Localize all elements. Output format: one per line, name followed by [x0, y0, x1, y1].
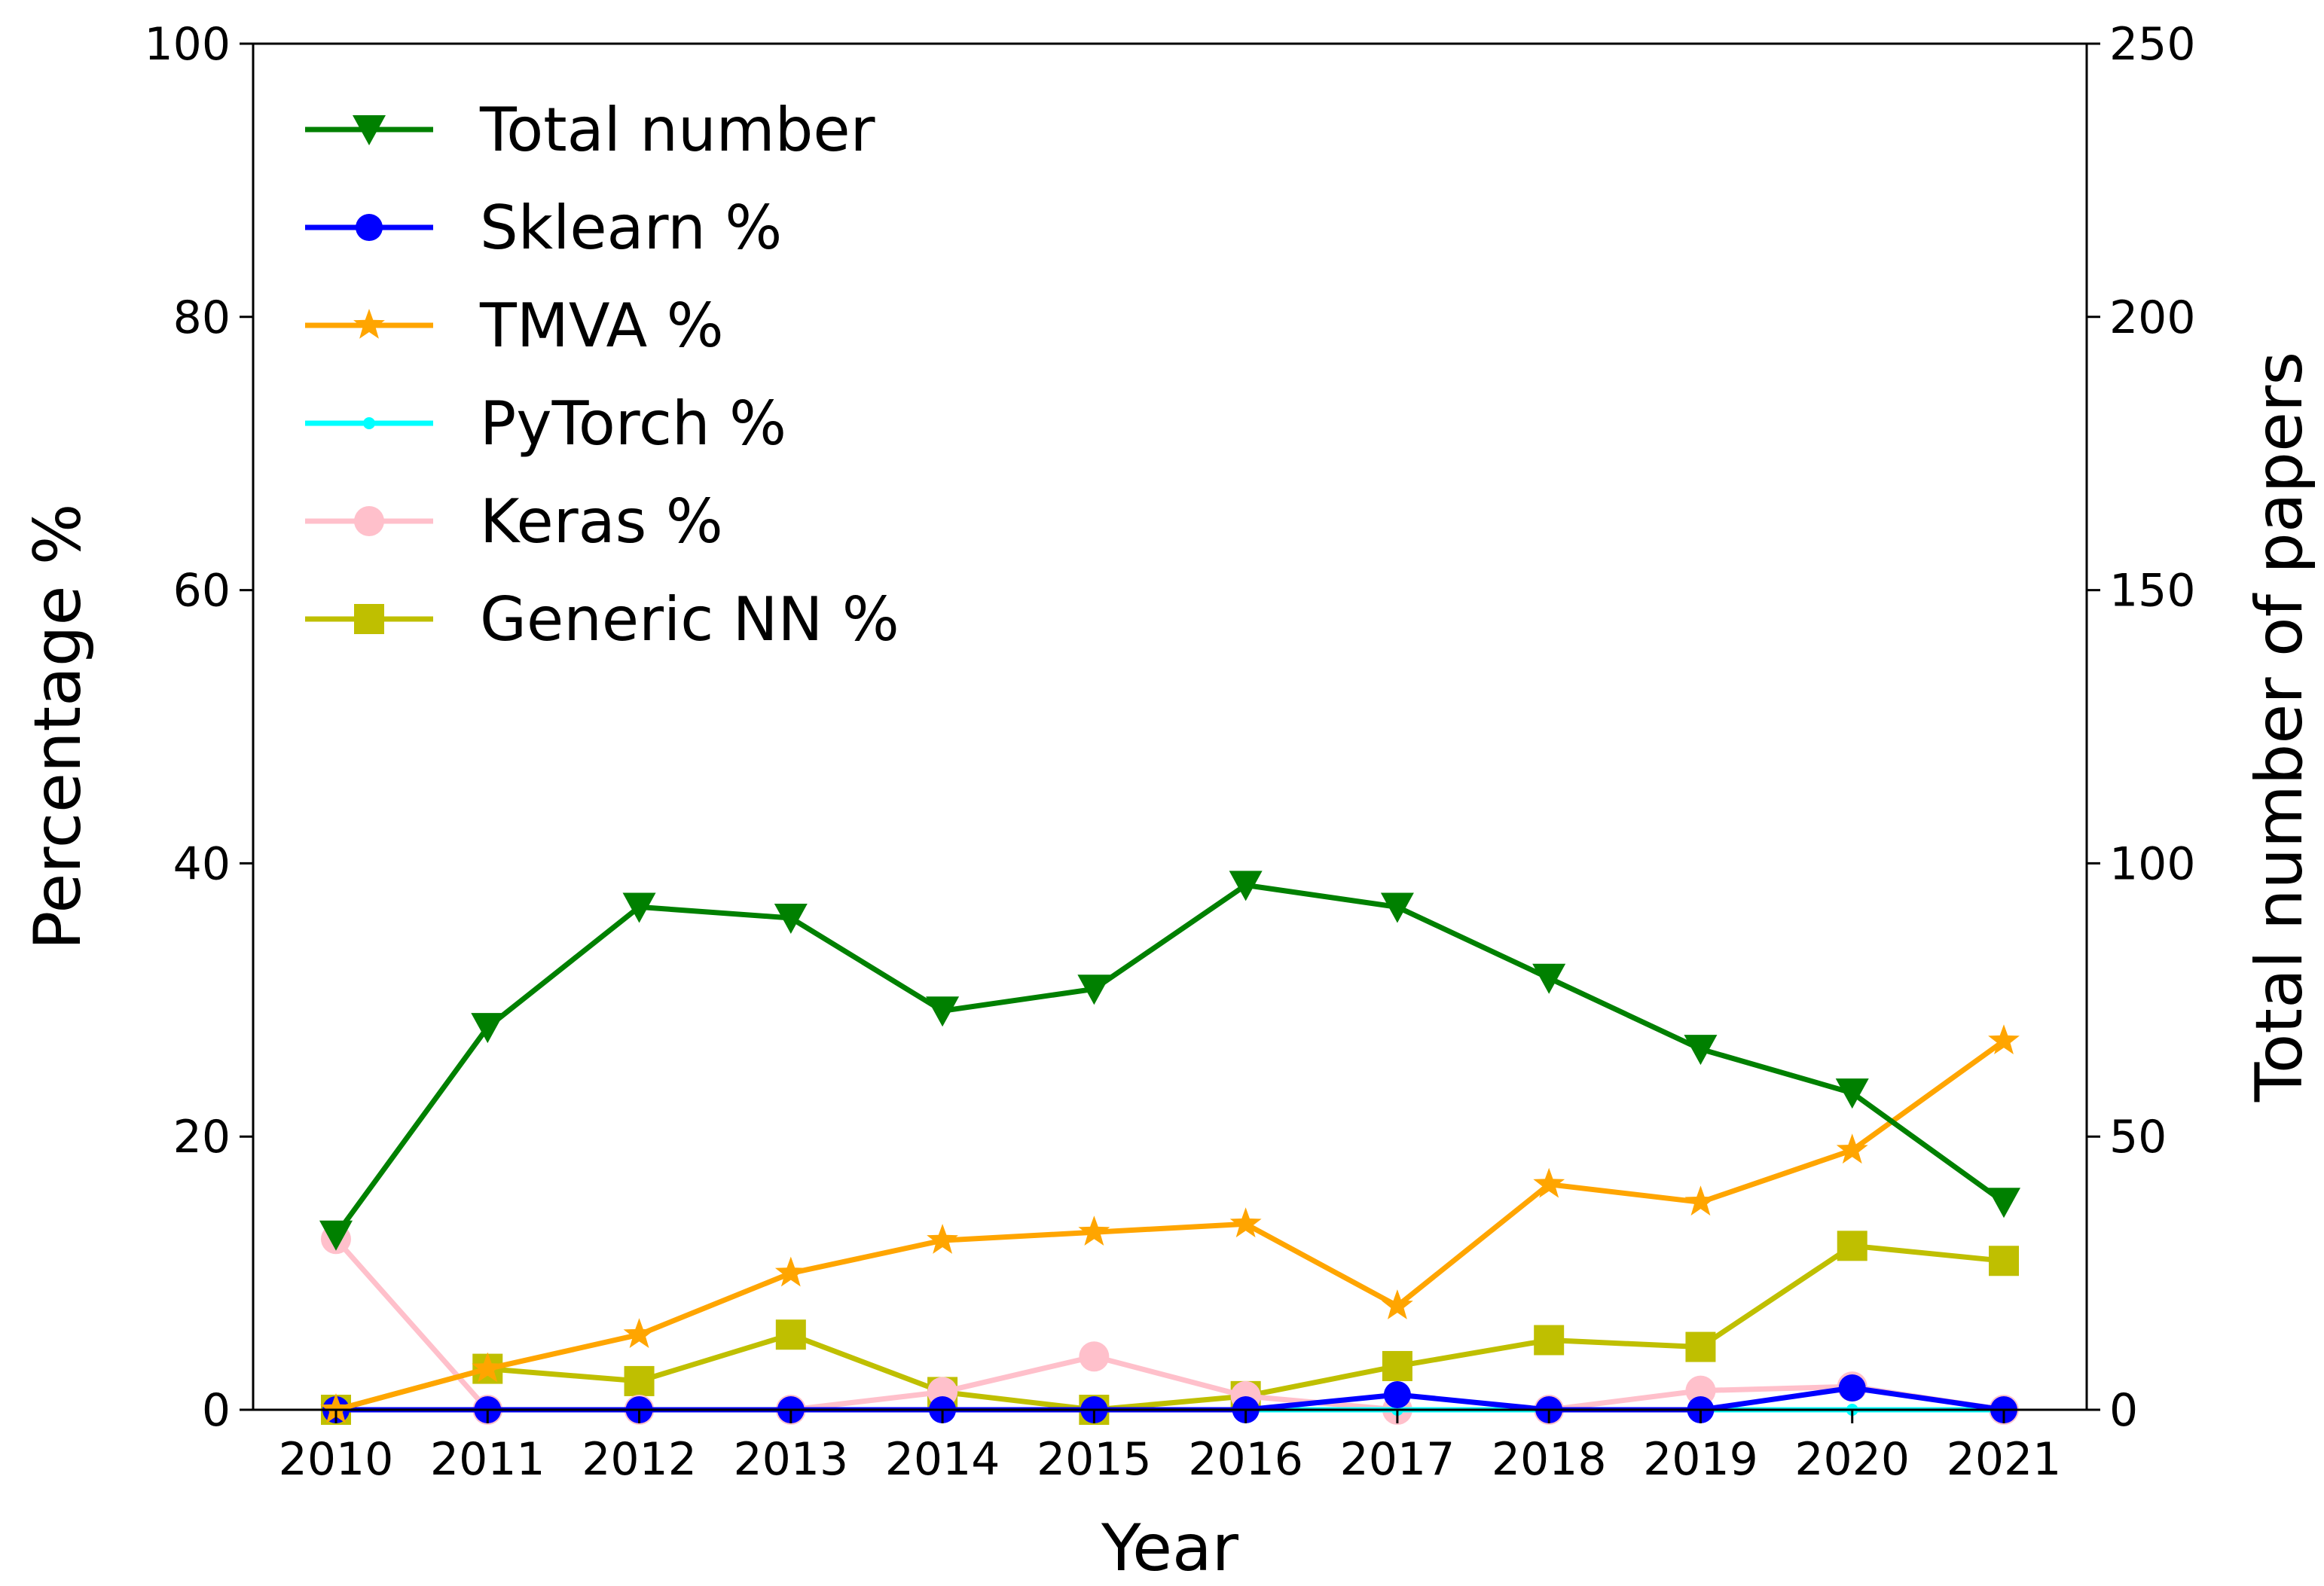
x-axis-title: Year	[1101, 1511, 1239, 1586]
data-point-total-number-2017	[1380, 892, 1414, 923]
legend-entry-generic-nn-pct: Generic NN %	[305, 584, 899, 654]
data-point-total-number-2011	[471, 1013, 505, 1044]
data-point-total-number-2014	[926, 996, 960, 1027]
y2-tick-label-150: 150	[2109, 565, 2196, 618]
data-point-total-number-2013	[774, 903, 808, 934]
y-tick-label-60: 60	[173, 565, 231, 618]
x-tick-label-2016: 2016	[1188, 1433, 1303, 1486]
data-point-tmva-pct-2016	[1229, 1207, 1262, 1238]
x-tick-label-2018: 2018	[1492, 1433, 1607, 1486]
data-point-tmva-pct-2017	[1382, 1289, 1413, 1319]
x-tick-label-2014: 2014	[885, 1433, 1000, 1486]
legend-label-total-number: Total number	[479, 95, 875, 165]
x-tick-label-2020: 2020	[1794, 1433, 1910, 1486]
data-point-total-number-2015	[1077, 974, 1111, 1005]
y-tick-label-40: 40	[173, 837, 231, 890]
y2-tick-label-0: 0	[2109, 1384, 2138, 1437]
data-point-total-number-2021	[1987, 1188, 2020, 1218]
data-point-tmva-pct-2012	[623, 1318, 655, 1348]
x-tick-label-2013: 2013	[733, 1433, 848, 1486]
series-total-number	[319, 871, 2020, 1251]
data-point-keras-pct-2019	[1685, 1375, 1716, 1406]
x-tick-label-2019: 2019	[1643, 1433, 1758, 1486]
legend-label-keras-pct: Keras %	[480, 486, 723, 557]
y-tick-label-0: 0	[202, 1384, 231, 1437]
series-line-tmva-pct	[335, 1039, 2006, 1413]
data-point-tmva-pct-2015	[1078, 1215, 1110, 1246]
x-tick-label-2021: 2021	[1947, 1433, 2062, 1486]
series-line-generic-nn-pct	[335, 1243, 2005, 1413]
y2-tick-label-100: 100	[2109, 837, 2196, 890]
data-point-sklearn-pct-2020	[1838, 1374, 1866, 1401]
series-tmva-pct	[320, 1024, 2020, 1423]
data-point-generic-nn-pct-2019	[1685, 1331, 1716, 1362]
data-point-sklearn-pct-2017	[1383, 1381, 1411, 1409]
data-point-tmva-pct-2011	[472, 1352, 504, 1383]
legend-label-generic-nn-pct: Generic NN %	[480, 584, 899, 654]
data-point-tmva-pct-2019	[1684, 1185, 1717, 1216]
data-point-tmva-pct-2018	[1533, 1167, 1565, 1198]
data-point-total-number-2019	[1684, 1035, 1718, 1066]
y2-axis-title: Total number of papers	[2242, 352, 2317, 1103]
axes: 2010 2011 2012 2013 2014 2015 2016 2017 2018 2019…	[144, 18, 2195, 1486]
data-point-tmva-pct-2013	[774, 1256, 807, 1287]
y-tick-label-20: 20	[173, 1111, 231, 1164]
legend-marker-total-number	[353, 115, 386, 145]
data-point-total-number-2020	[1835, 1078, 1869, 1109]
y-tick-label-80: 80	[173, 291, 231, 344]
data-point-generic-nn-pct-2012	[624, 1365, 655, 1396]
data-point-total-number-2018	[1532, 963, 1566, 994]
y2-tick-label-250: 250	[2109, 18, 2196, 71]
legend-marker-sklearn-pct	[356, 214, 383, 241]
legend-marker-pytorch-pct	[363, 417, 375, 429]
y2-tick-label-200: 200	[2109, 291, 2196, 344]
legend-label-pytorch-pct: PyTorch %	[480, 389, 786, 459]
x-tick-label-2011: 2011	[430, 1433, 545, 1486]
legend-entry-tmva-pct: TMVA %	[305, 291, 724, 361]
legend-marker-keras-pct	[354, 506, 384, 536]
data-point-generic-nn-pct-2013	[775, 1319, 806, 1350]
data-point-generic-nn-pct-2021	[1989, 1246, 2019, 1276]
legend-entry-keras-pct: Keras %	[305, 486, 723, 557]
series-line-total-number	[334, 882, 2006, 1237]
x-tick-label-2015: 2015	[1037, 1433, 1152, 1486]
legend-entry-pytorch-pct: PyTorch %	[305, 389, 786, 459]
data-point-total-number-2010	[319, 1220, 353, 1251]
data-point-tmva-pct-2021	[1988, 1024, 2020, 1054]
data-point-generic-nn-pct-2017	[1382, 1350, 1412, 1381]
legend-marker-tmva-pct	[353, 309, 385, 339]
data-point-total-number-2016	[1229, 871, 1263, 901]
y-axis-title: Percentage %	[20, 504, 96, 950]
data-point-keras-pct-2015	[1079, 1341, 1110, 1372]
x-tick-label-2010: 2010	[279, 1433, 394, 1486]
data-point-tmva-pct-2020	[1836, 1133, 1868, 1164]
data-point-total-number-2012	[622, 892, 656, 923]
legend-label-sklearn-pct: Sklearn %	[480, 193, 782, 263]
data-point-tmva-pct-2014	[927, 1224, 958, 1254]
legend-entry-sklearn-pct: Sklearn %	[305, 193, 782, 263]
legend-label-tmva-pct: TMVA %	[479, 291, 724, 361]
data-point-tmva-pct-2010	[320, 1393, 352, 1423]
legend: Total number Sklearn % TMVA % PyTorch % Kera…	[305, 95, 899, 654]
legend-entry-total-number: Total number	[305, 95, 875, 165]
y-tick-label-100: 100	[144, 18, 231, 71]
x-tick-label-2017: 2017	[1340, 1433, 1455, 1486]
x-tick-label-2012: 2012	[582, 1433, 697, 1486]
legend-marker-generic-nn-pct	[354, 604, 384, 634]
y2-tick-label-50: 50	[2109, 1111, 2167, 1164]
data-point-generic-nn-pct-2020	[1837, 1231, 1867, 1261]
data-point-generic-nn-pct-2018	[1534, 1325, 1565, 1356]
plot-frame	[252, 42, 2088, 1411]
